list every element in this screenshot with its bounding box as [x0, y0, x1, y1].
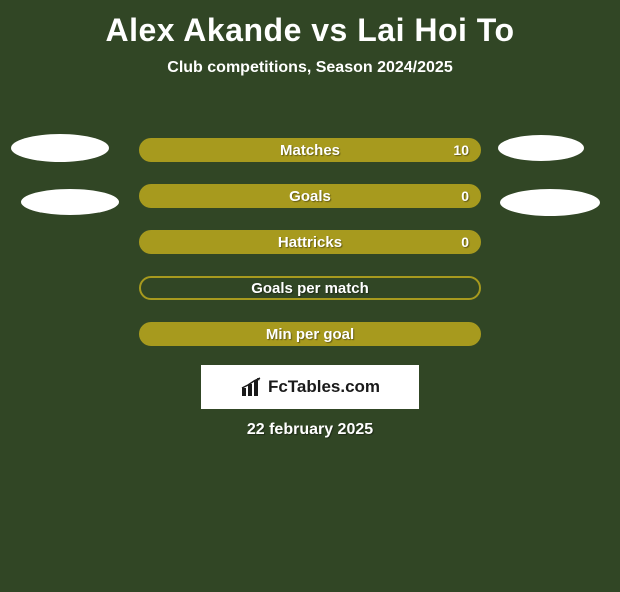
stat-bar: Goals per match [139, 276, 481, 300]
page-subtitle: Club competitions, Season 2024/2025 [0, 59, 620, 77]
page-title: Alex Akande vs Lai Hoi To [0, 12, 620, 49]
date-text: 22 february 2025 [0, 421, 620, 439]
stat-bar: Goals 0 [139, 184, 481, 208]
logo-text: FcTables.com [268, 377, 380, 397]
stat-value-right: 0 [461, 188, 469, 204]
fctables-logo: FcTables.com [201, 365, 419, 409]
stat-row-hattricks: Hattricks 0 [139, 230, 481, 254]
stat-value-right: 0 [461, 234, 469, 250]
stat-bar: Matches 10 [139, 138, 481, 162]
stat-row-goals-per-match: Goals per match [139, 276, 481, 300]
stat-label: Goals [289, 188, 331, 205]
stat-label: Min per goal [266, 326, 354, 343]
stat-bar: Hattricks 0 [139, 230, 481, 254]
photo-ellipse-0 [11, 134, 109, 162]
photo-ellipse-1 [498, 135, 584, 161]
stat-label: Goals per match [251, 280, 369, 297]
stat-row-matches: Matches 10 [139, 138, 481, 162]
photo-ellipse-2 [21, 189, 119, 215]
stat-label: Matches [280, 142, 340, 159]
stat-label: Hattricks [278, 234, 342, 251]
bar-chart-icon [240, 376, 264, 398]
stat-row-min-per-goal: Min per goal [139, 322, 481, 346]
stat-value-right: 10 [453, 142, 469, 158]
stat-bar: Min per goal [139, 322, 481, 346]
stat-row-goals: Goals 0 [139, 184, 481, 208]
photo-ellipse-3 [500, 189, 600, 216]
